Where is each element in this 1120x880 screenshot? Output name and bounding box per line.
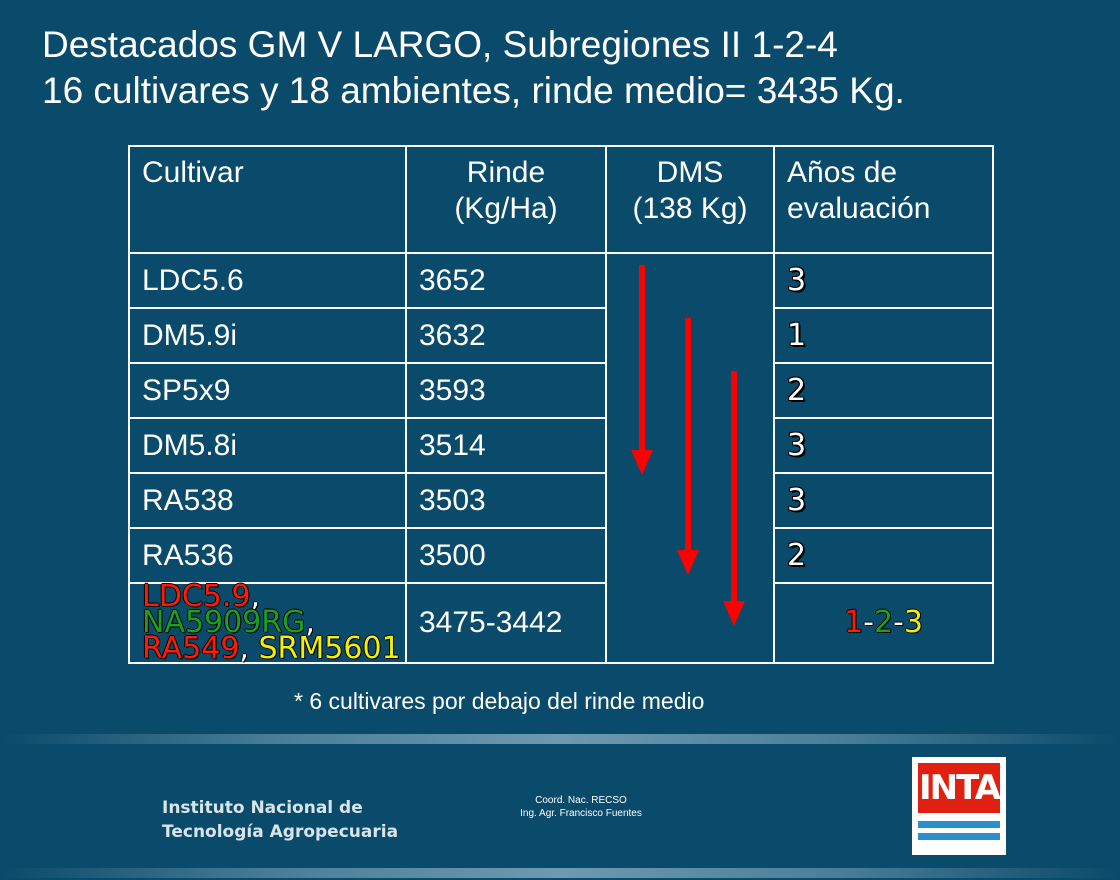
header-row: Cultivar Rinde (Kg/Ha) DMS (138 Kg) Años d… [128,145,994,254]
cultivar-name: SRM5601 [258,631,401,666]
divider-stripe [0,734,1120,744]
rinde-range-cell: 3475-3442 [405,582,607,664]
table-row: SP5x9 3593 2 [128,362,994,419]
rinde-cell: 3503 [405,472,607,529]
header-dms: DMS (138 Kg) [605,145,775,254]
dms-arrow-3 [723,371,745,626]
rinde-cell: 3514 [405,417,607,474]
header-anos: Años de evaluación [773,145,994,254]
anos-cell: 2 [773,527,994,584]
rinde-cell: 3652 [405,252,607,309]
bottom-stripe [0,868,1120,878]
anos-cell: 2 [773,362,994,419]
title-line-2: 16 cultivares y 18 ambientes, rinde medi… [42,70,905,111]
dms-arrow-1 [631,265,653,475]
coordinator-credit: Coord. Nac. RECSO Ing. Agr. Francisco Fu… [520,795,642,819]
cultivar-name: NA5909RG [142,605,306,640]
grouped-cultivars-cell: LDC5.9, NA5909RG, RA549, SRM5601 [128,582,407,666]
anos-range-cell: 1-2-3 [773,582,994,664]
dms-arrows [631,265,745,626]
cultivar-name: RA549 [142,631,240,666]
slide-title: Destacados GM V LARGO, Subregiones II 1-… [42,22,1102,114]
anos-cell: 1 [773,307,994,364]
anos-cell: 3 [773,472,994,529]
rinde-cell: 3593 [405,362,607,419]
cultivar-cell: RA536 [128,527,407,584]
table-row: DM5.8i 3514 3 [128,417,994,474]
inta-logo: INTA [912,757,1006,855]
anos-cell: 3 [773,252,994,309]
header-cultivar: Cultivar [128,145,407,254]
cultivar-cell: DM5.9i [128,307,407,364]
results-table: Cultivar Rinde (Kg/Ha) DMS (138 Kg) Años d… [128,145,994,664]
cultivar-cell: SP5x9 [128,362,407,419]
table-row: LDC5.6 3652 3 [128,252,994,664]
anos-cell: 3 [773,417,994,474]
cultivar-name: LDC5.9 [142,579,251,614]
institute-name: Instituto Nacional de Tecnología Agropec… [162,798,399,842]
cultivar-cell: RA538 [128,472,407,529]
rinde-cell: 3632 [405,307,607,364]
rinde-cell: 3500 [405,527,607,584]
table-row: RA538 3503 3 [128,472,994,529]
footnote: * 6 cultivares por debajo del rinde medi… [294,688,705,714]
table-row: RA536 3500 2 [128,527,994,584]
title-line-1: Destacados GM V LARGO, Subregiones II 1-… [42,24,838,65]
header-rinde: Rinde (Kg/Ha) [405,145,607,254]
table-row: DM5.9i 3632 1 [128,307,994,364]
cultivar-cell: DM5.8i [128,417,407,474]
dms-arrow-2 [677,318,699,575]
table-row-grouped: LDC5.9, NA5909RG, RA549, SRM5601 3475-344… [128,582,994,666]
cultivar-cell: LDC5.6 [128,252,407,309]
